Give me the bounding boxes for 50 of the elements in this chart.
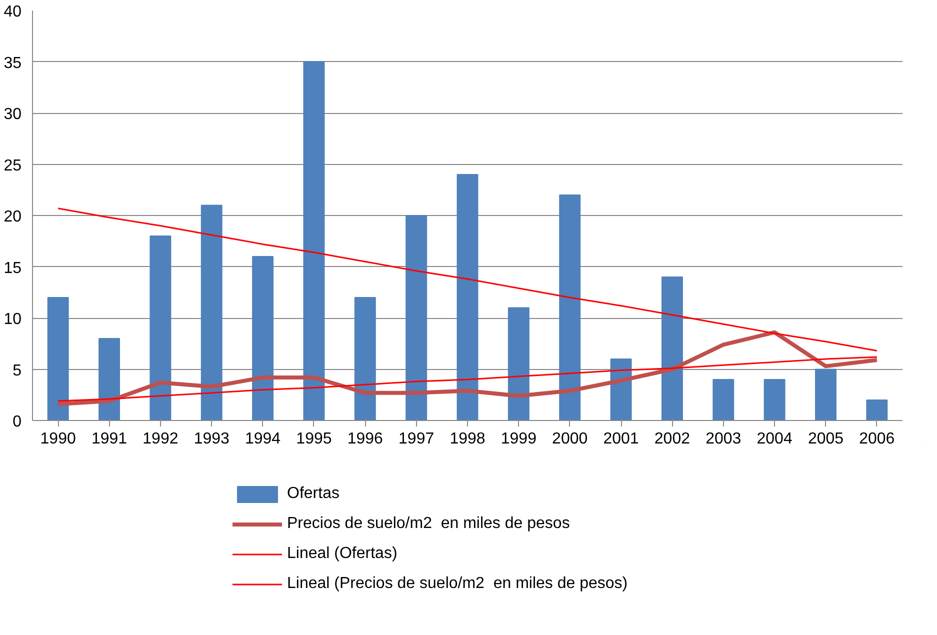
bar bbox=[661, 276, 683, 420]
line-series bbox=[57, 208, 878, 352]
x-tick-label: 2001 bbox=[603, 430, 639, 448]
y-tick-label: 25 bbox=[4, 157, 22, 174]
line-series bbox=[57, 356, 878, 402]
x-tick-label: 1993 bbox=[194, 430, 230, 448]
bar bbox=[252, 256, 274, 420]
x-tick-label: 2005 bbox=[808, 430, 844, 448]
y-tick-label: 40 bbox=[4, 4, 22, 20]
legend-label: Ofertas bbox=[287, 484, 340, 504]
y-tick-label: 20 bbox=[4, 208, 22, 226]
legend-label: Precios de suelo/m2 en miles de pesos bbox=[287, 514, 570, 534]
x-tick-label: 2006 bbox=[859, 430, 895, 448]
legend-label: Lineal (Ofertas) bbox=[287, 544, 398, 564]
y-tick-label: 5 bbox=[12, 362, 22, 380]
bar bbox=[354, 297, 376, 420]
x-tick-label: 1992 bbox=[142, 430, 178, 448]
legend-label: Lineal (Precios de suelo/m2 en miles de pesos) bbox=[287, 574, 628, 594]
x-tick-label: 1997 bbox=[398, 430, 434, 448]
x-tick-label: 2003 bbox=[706, 430, 742, 448]
bar bbox=[303, 61, 325, 420]
x-tick-label: 1996 bbox=[347, 430, 384, 448]
bar bbox=[764, 379, 786, 420]
x-tick-label: 1995 bbox=[296, 430, 332, 448]
bar bbox=[47, 297, 69, 420]
x-tick-label: 1994 bbox=[244, 430, 281, 448]
bar bbox=[406, 215, 428, 420]
x-tick-label: 1991 bbox=[91, 430, 128, 448]
bar bbox=[559, 194, 581, 420]
bar bbox=[456, 174, 478, 420]
bar bbox=[98, 338, 120, 420]
y-tick-label: 0 bbox=[12, 414, 22, 430]
x-tick-label: 1999 bbox=[500, 430, 537, 448]
bar bbox=[866, 400, 888, 420]
y-tick-label: 35 bbox=[4, 54, 22, 72]
y-tick-label: 30 bbox=[4, 106, 22, 123]
bar bbox=[815, 368, 836, 420]
y-tick-label: 10 bbox=[4, 311, 22, 328]
bar bbox=[150, 236, 172, 420]
bar bbox=[712, 379, 734, 420]
bar bbox=[200, 204, 222, 420]
x-tick-label: 1998 bbox=[450, 430, 486, 448]
y-tick-label: 15 bbox=[4, 260, 22, 277]
x-tick-label: 2002 bbox=[654, 430, 690, 448]
x-tick-label: 2000 bbox=[552, 430, 588, 448]
bar bbox=[508, 307, 530, 420]
x-tick-label: 1990 bbox=[40, 430, 76, 448]
bar bbox=[610, 358, 632, 420]
line-series bbox=[56, 330, 879, 406]
x-tick-label: 2004 bbox=[756, 430, 792, 448]
